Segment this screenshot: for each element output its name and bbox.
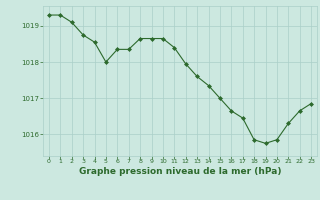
X-axis label: Graphe pression niveau de la mer (hPa): Graphe pression niveau de la mer (hPa) <box>79 167 281 176</box>
